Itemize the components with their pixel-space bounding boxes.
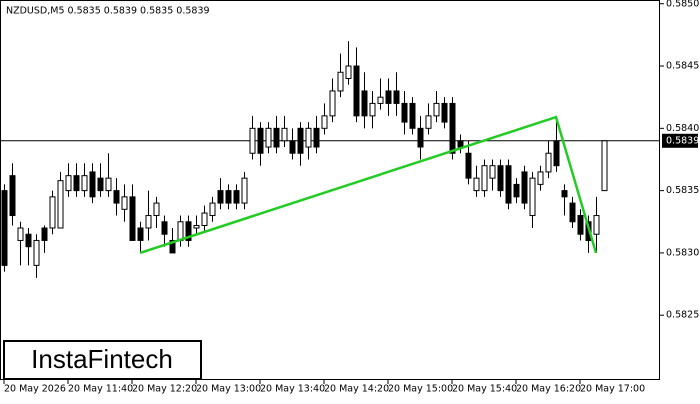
candle-body <box>161 221 168 235</box>
candle-body <box>513 183 520 198</box>
candle-body <box>81 175 88 192</box>
candle-body <box>425 115 432 129</box>
candle-body <box>201 212 208 227</box>
candle-body <box>537 171 544 185</box>
candle-body <box>73 175 80 192</box>
candle-body <box>457 140 464 148</box>
candle-body <box>153 202 160 217</box>
candle-body <box>441 102 448 123</box>
candle-body <box>449 102 456 154</box>
candle-body <box>313 127 320 148</box>
candle-body <box>1 190 8 266</box>
candle-body <box>305 127 312 148</box>
y-tick-label: 0.5830 <box>666 247 699 258</box>
candle-body <box>337 71 344 92</box>
candle-body <box>353 65 360 117</box>
candle-body <box>601 140 608 192</box>
candle-body <box>561 190 568 198</box>
candle-body <box>377 96 384 104</box>
candle-body <box>545 152 552 173</box>
candle-body <box>497 165 504 192</box>
candle-body <box>185 221 192 241</box>
candle-body <box>65 175 72 192</box>
candle-body <box>217 190 224 204</box>
candle-body <box>417 127 424 148</box>
candle-body <box>297 127 304 154</box>
candle-body <box>553 140 560 167</box>
price-label-box <box>662 133 698 148</box>
x-tick-label: 20 May 15:40 <box>452 384 517 395</box>
candle-body <box>25 233 32 248</box>
candle-body <box>97 177 104 192</box>
candle-body <box>529 177 536 217</box>
candle-body <box>289 140 296 154</box>
candle-body <box>281 127 288 142</box>
x-tick-label: 20 May 13:00 <box>196 384 261 395</box>
chart-title: NZDUSD,M5 0.5835 0.5839 0.5835 0.5839 <box>6 6 210 17</box>
candle-body <box>49 196 56 229</box>
candle-body <box>241 177 248 204</box>
y-tick-label: 0.5840 <box>666 123 699 134</box>
candle-body <box>505 165 512 204</box>
candle-body <box>273 127 280 148</box>
candle-body <box>369 102 376 117</box>
candle-body <box>33 239 40 266</box>
candle-body <box>169 239 176 254</box>
candle-body <box>41 227 48 241</box>
candle-body <box>481 165 488 192</box>
logo: InstaFintech <box>31 344 173 374</box>
x-tick-label: 20 May 17:00 <box>580 384 645 395</box>
candle-body <box>593 215 600 235</box>
candle-body <box>121 196 128 210</box>
candle-body <box>577 215 584 235</box>
candle-body <box>329 90 336 117</box>
x-tick-label: 20 May 13:40 <box>260 384 325 395</box>
x-tick-label: 20 May 15:00 <box>388 384 453 395</box>
candle-body <box>17 227 24 241</box>
candle-body <box>393 90 400 104</box>
candle-body <box>113 190 120 204</box>
x-tick-label: 20 May 14:20 <box>324 384 389 395</box>
candle-body <box>57 180 64 229</box>
y-tick-label: 0.5835 <box>666 185 699 196</box>
x-tick-label: 20 May 11:40 <box>68 384 133 395</box>
candle-body <box>433 102 440 117</box>
candle-body <box>521 171 528 204</box>
candle-body <box>225 190 232 204</box>
y-tick-label: 0.5845 <box>666 61 699 72</box>
candle-body <box>401 102 408 123</box>
candle-body <box>129 196 136 241</box>
candle-body <box>473 177 480 192</box>
logo-box <box>3 340 202 380</box>
candle-body <box>209 202 216 217</box>
candle-body <box>105 177 112 192</box>
candle-body <box>177 221 184 241</box>
candle-body <box>9 175 16 217</box>
candle-body <box>465 152 472 179</box>
candle-body <box>249 127 256 154</box>
candle-body <box>145 215 152 229</box>
candle-body <box>257 127 264 154</box>
candle-body <box>409 102 416 129</box>
candle-body <box>569 202 576 223</box>
candle-body <box>385 90 392 104</box>
pattern-line <box>139 115 598 255</box>
candle-body <box>89 171 96 198</box>
candle-body <box>265 127 272 148</box>
candle-body <box>137 227 144 241</box>
candle-body <box>489 165 496 179</box>
y-tick-label: 0.5850 <box>666 0 699 9</box>
x-tick-label: 20 May 2026 <box>4 384 66 395</box>
candle-body <box>321 115 328 129</box>
x-tick-label: 20 May 12:20 <box>132 384 197 395</box>
candle-body <box>233 190 240 204</box>
y-tick-label: 0.5825 <box>666 310 699 321</box>
candle-body <box>361 90 368 117</box>
candle-body <box>345 65 352 79</box>
price-label: 0.5839 <box>666 135 699 146</box>
x-tick-label: 20 May 16:20 <box>516 384 581 395</box>
candle-body <box>193 225 200 229</box>
